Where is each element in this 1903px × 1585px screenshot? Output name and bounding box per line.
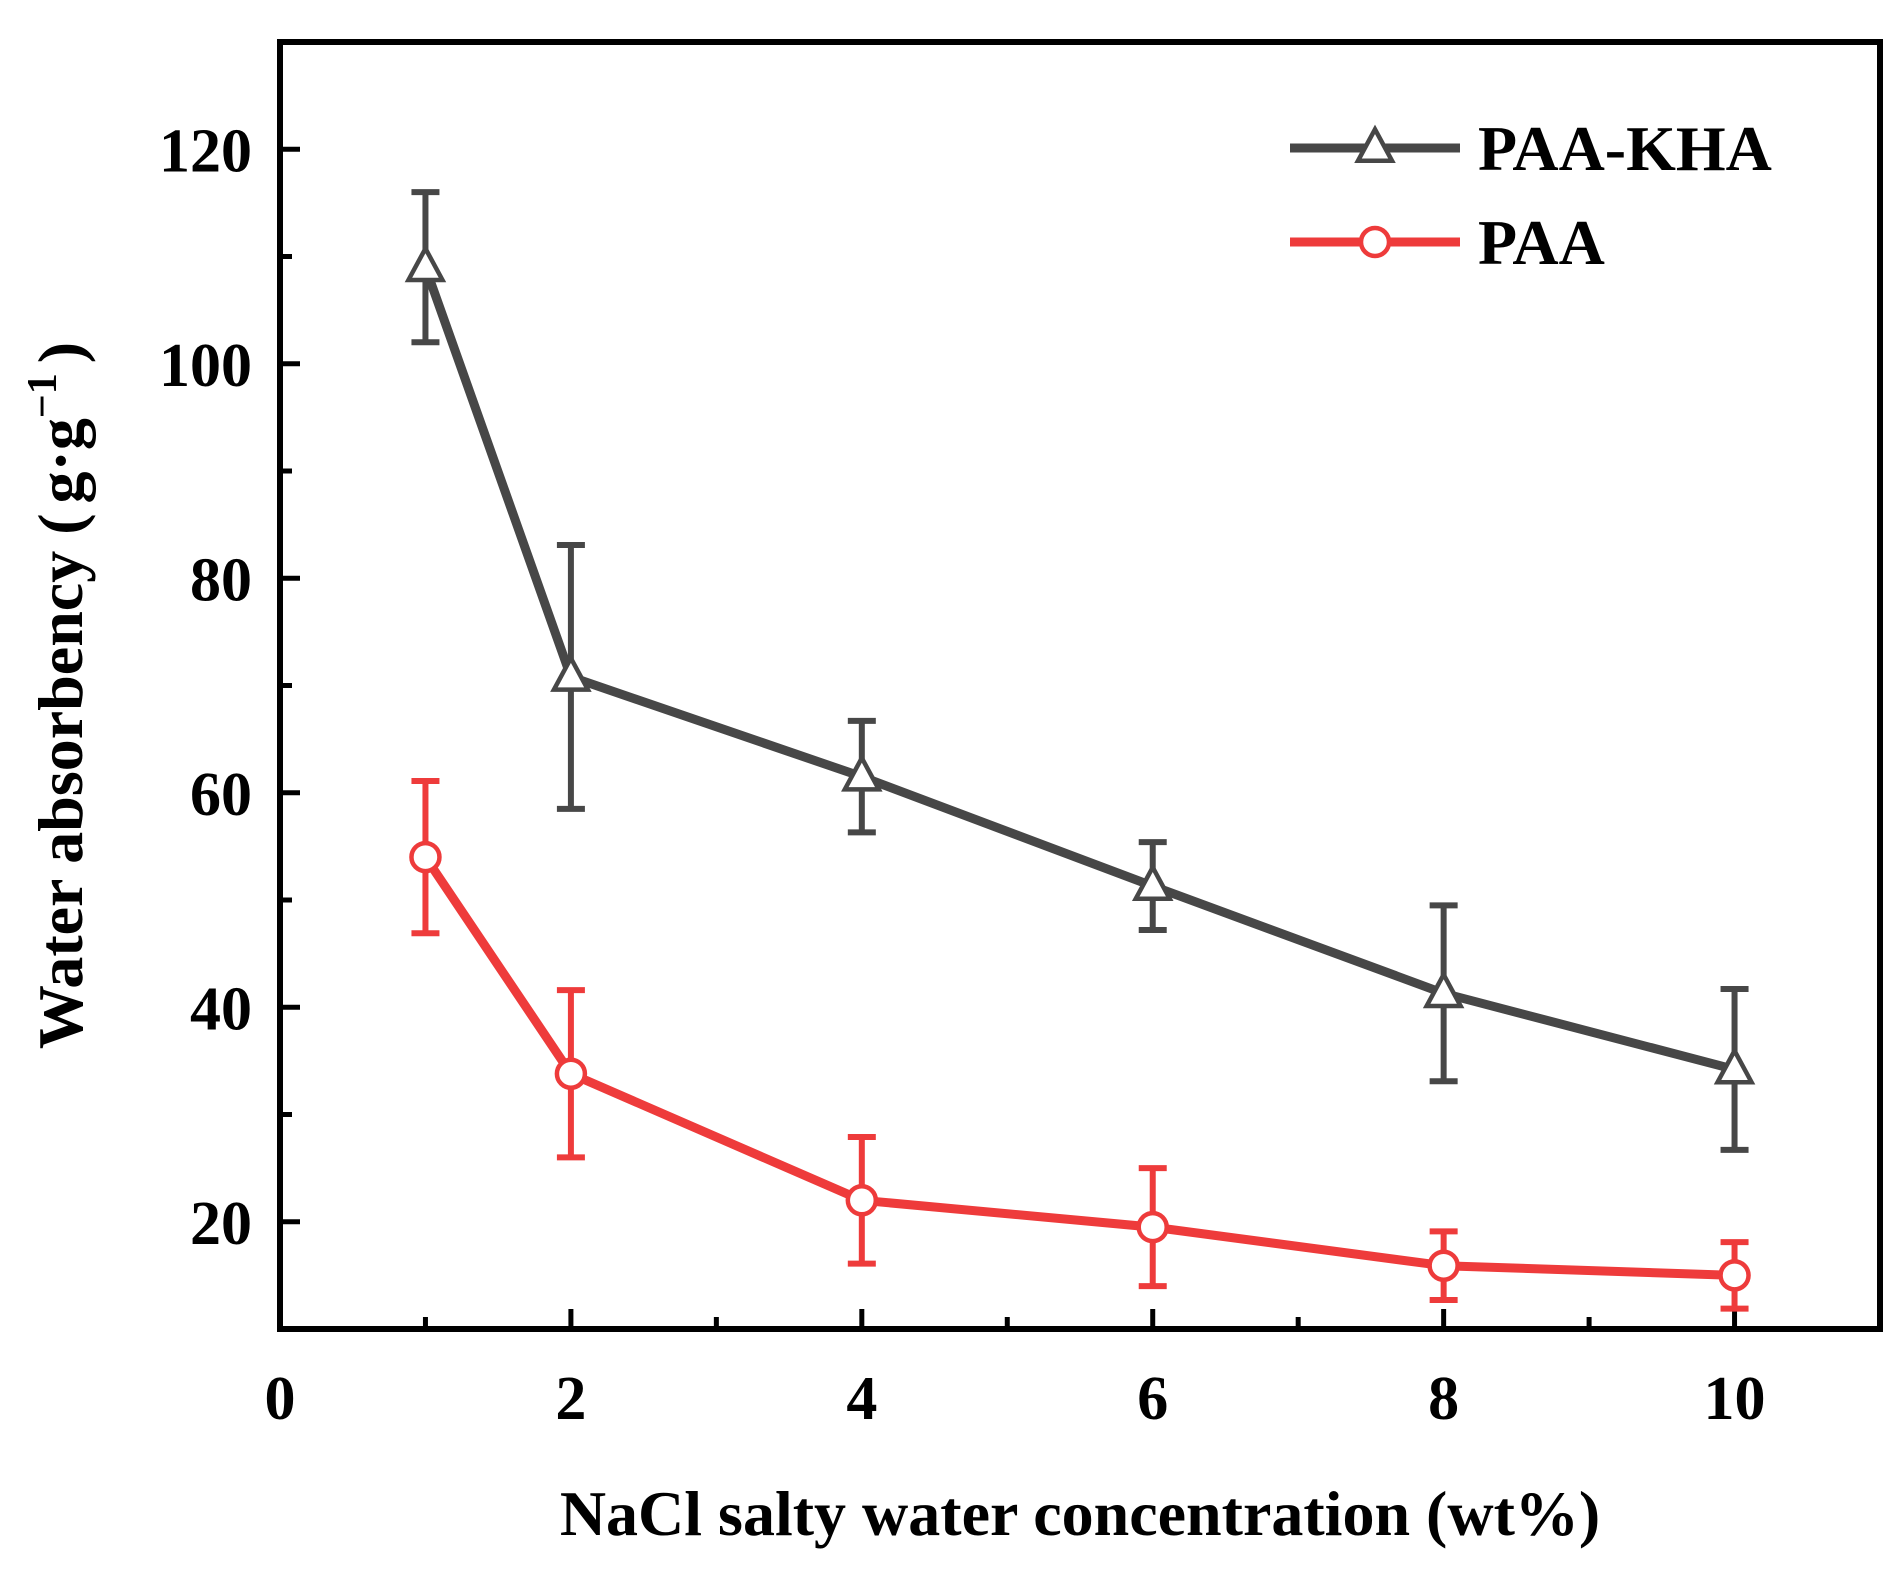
legend-item-paa: PAA <box>1290 207 1605 278</box>
series-line <box>421 854 1735 1280</box>
x-axis-title: NaCl salty water concentration (wt%) <box>560 1478 1600 1549</box>
series-layer <box>404 189 1756 1312</box>
legend-label: PAA-KHA <box>1478 113 1772 184</box>
x-tick-label: 2 <box>555 1365 586 1433</box>
legend: PAA-KHA PAA <box>1290 113 1772 278</box>
data-point <box>550 653 592 692</box>
data-point <box>1427 1249 1460 1282</box>
plot-area <box>277 39 1883 1332</box>
axes: 0 2 4 6 8 10 20 40 60 80 100 120 <box>159 117 1766 1433</box>
legend-marker <box>1354 124 1396 163</box>
plot-frame <box>277 39 1883 1332</box>
legend-marker <box>1358 225 1392 259</box>
x-tick-label: 0 <box>265 1365 296 1433</box>
y-tick-label: 20 <box>190 1190 252 1258</box>
data-point <box>845 1184 879 1217</box>
series-paa <box>409 777 1751 1312</box>
data-point <box>1713 1046 1756 1085</box>
y-tick-label: 40 <box>190 975 252 1043</box>
x-tick-label: 6 <box>1137 1365 1168 1433</box>
y-axis-title-unit-g2: g <box>25 418 96 450</box>
x-tick-label: 4 <box>846 1365 877 1433</box>
y-axis-title: Water absorbency (g·g−1) <box>20 342 96 1049</box>
series-line <box>421 265 1736 1074</box>
y-tick-label: 100 <box>159 332 252 400</box>
y-axis-title-exponent: −1 <box>20 373 66 418</box>
data-point <box>1136 1210 1169 1244</box>
y-axis-title-dot: · <box>25 450 96 471</box>
y-axis-title-close: ) <box>25 342 96 363</box>
y-tick-label: 120 <box>159 117 252 185</box>
data-point <box>404 243 447 283</box>
data-point <box>1718 1259 1751 1292</box>
legend-item-paa-kha: PAA-KHA <box>1290 113 1772 184</box>
data-point <box>1422 969 1465 1009</box>
legend-label: PAA <box>1478 207 1605 278</box>
data-point <box>409 840 442 874</box>
data-point <box>554 1057 588 1090</box>
y-axis-title-unit-g1: g <box>25 471 96 503</box>
series-paa-kha <box>404 189 1756 1153</box>
data-point <box>1131 862 1174 902</box>
y-axis-title-main: Water absorbency ( <box>25 513 96 1049</box>
x-tick-label: 10 <box>1704 1365 1766 1433</box>
y-tick-label: 80 <box>190 546 252 614</box>
x-tick-label: 8 <box>1428 1365 1459 1433</box>
data-point <box>841 753 883 792</box>
y-tick-label: 60 <box>190 761 252 829</box>
